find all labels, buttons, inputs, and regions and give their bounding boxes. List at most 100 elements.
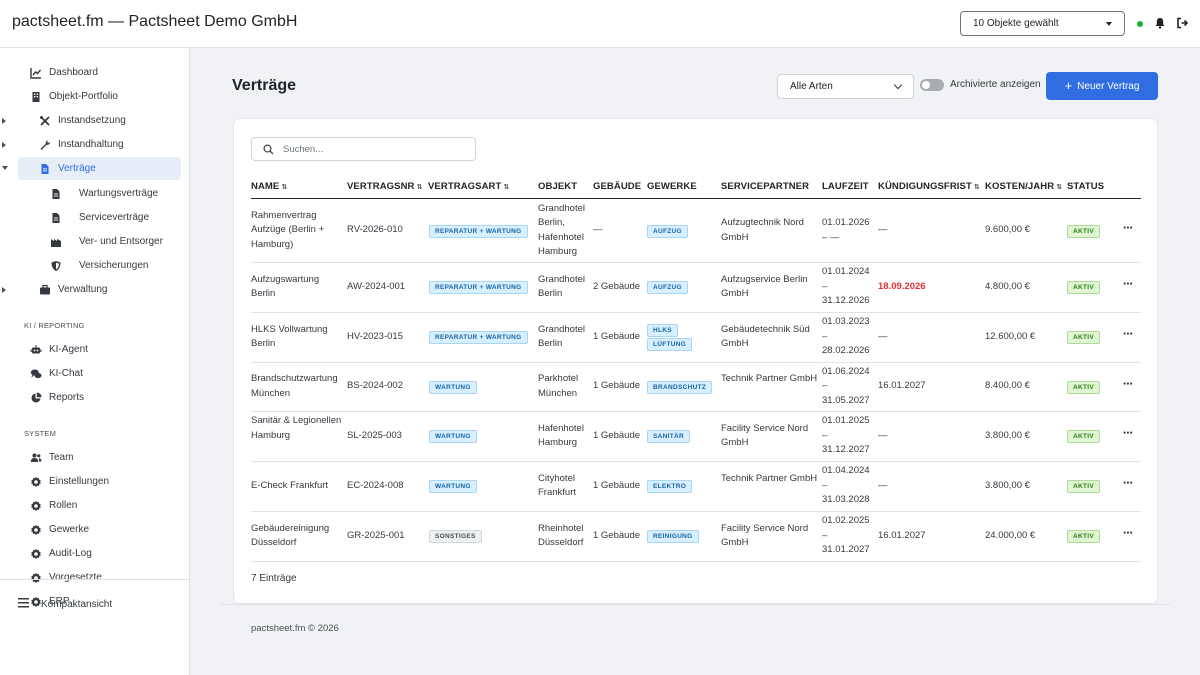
wrench-icon [40,139,51,150]
sidebar-item-label: Gewerke [49,524,90,535]
sidebar-item-rollen[interactable]: Rollen [18,494,181,517]
cell-laufzeit: 01.02.2025 – 31.01.2027 [822,515,870,556]
column-header: LAUFZEIT [822,181,869,192]
online-status-icon [1137,21,1143,27]
cell-laufzeit: 01.06.2024 – 31.05.2027 [822,365,870,406]
sidebar-item-vorgesetzte[interactable]: Vorgesetzte [18,566,181,589]
column-header-label: LAUFZEIT [822,181,869,192]
new-contract-button[interactable]: + Neuer Vertrag [1046,72,1158,100]
cell-objekt: Grandhotel Berlin [538,323,586,350]
chevron-right-icon[interactable] [2,118,6,124]
sidebar-item-label: Instandhaltung [58,139,124,150]
chevron-down-icon[interactable] [2,166,8,170]
row-actions-icon[interactable]: ⋯ [1123,222,1133,234]
shield-icon [51,260,61,271]
contracts-card [233,118,1158,604]
cell-name: HLKS Vollwartung Berlin [251,323,328,350]
sidebar-item-serviceverträge[interactable]: Serviceverträge [18,206,181,229]
column-header[interactable]: NAME ⇅ [251,181,287,192]
sidebar-item-verträge[interactable]: Verträge [18,157,181,180]
sidebar-item-versicherungen[interactable]: Versicherungen [18,254,181,277]
trade-badge: AUFZUG [647,224,688,238]
row-actions-icon[interactable]: ⋯ [1123,478,1133,489]
gear-icon [31,596,41,607]
cell-kosten: 24.000,00 € [985,529,1036,541]
column-header[interactable]: VERTRAGSNR ⇅ [347,181,422,192]
sidebar [0,48,190,675]
sidebar-item-erp[interactable]: ERP [18,590,181,613]
row-actions-icon[interactable]: ⋯ [1123,329,1133,340]
compact-view-toggle[interactable]: Kompaktansicht [18,597,168,613]
caret-down-icon [1106,22,1112,26]
row-actions-icon[interactable]: ⋯ [1123,528,1133,539]
sidebar-item-team[interactable]: Team [18,446,181,469]
sidebar-item-ki-agent[interactable]: KI-Agent [18,338,181,361]
column-header[interactable]: VERTRAGSART ⇅ [428,181,509,192]
sort-icon: ⇅ [416,184,423,191]
search-icon [263,144,274,155]
search-field[interactable]: Suchen... [251,137,476,161]
sidebar-item-label: Objekt-Portfolio [49,91,118,102]
sidebar-item-label: Serviceverträge [79,212,150,223]
column-header-label: GEBÄUDE [593,181,642,192]
sidebar-item-instandhaltung[interactable]: Instandhaltung [18,133,181,156]
row-divider [251,461,1141,462]
sidebar-item-gewerke[interactable]: Gewerke [18,518,181,541]
status-badge: AKTIV [1067,480,1100,493]
object-selector[interactable]: 10 Objekte gewählt [960,11,1125,36]
row-actions-icon[interactable]: ⋯ [1123,279,1133,290]
logout-icon[interactable] [1176,17,1189,29]
row-actions-icon[interactable]: ⋯ [1123,378,1133,390]
file-icon [52,212,60,223]
chevron-down-icon [893,80,903,90]
sidebar-item-wartungsverträge[interactable]: Wartungsverträge [18,182,181,205]
column-header: GEWERKE [647,181,697,192]
sidebar-item-objekt-portfolio[interactable]: Objekt-Portfolio [18,85,181,108]
sidebar-item-label: Dashboard [49,67,98,78]
cell-partner: Technik Partner GmbH [721,373,818,384]
column-header-label: OBJEKT [538,181,578,192]
trade-badge: LÜFTUNG [647,338,693,352]
column-header-label: KOSTEN/JAHR [985,181,1055,192]
cell-kosten: 12.600,00 € [985,330,1036,342]
toggle-knob [922,81,930,89]
contract-type-badge: SONSTIGES [429,530,482,543]
row-actions-icon[interactable]: ⋯ [1123,428,1133,439]
status-badge: AKTIV [1067,281,1100,294]
sidebar-item-einstellungen[interactable]: Einstellungen [18,470,181,493]
sidebar-item-instandsetzung[interactable]: Instandsetzung [18,109,181,132]
chevron-right-icon[interactable] [2,287,6,293]
sidebar-item-label: ERP [49,596,70,607]
contract-type-value: Alle Arten [790,81,833,92]
search-input: Suchen... [283,144,324,155]
cell-nr: BS-2024-002 [347,380,403,392]
sidebar-item-ki-chat[interactable]: KI-Chat [18,362,181,385]
status-badge: AKTIV [1067,380,1100,394]
archived-toggle[interactable] [920,79,944,91]
column-header-label: NAME [251,181,280,192]
sidebar-item-audit-log[interactable]: Audit-Log [18,542,181,565]
sidebar-item-ver-und-entsorger[interactable]: Ver- und Entsorger [18,230,181,253]
contract-type-select[interactable]: Alle Arten [777,74,914,99]
sidebar-item-label: Verträge [58,163,96,174]
row-divider [251,561,1141,562]
sidebar-item-reports[interactable]: Reports [18,386,181,409]
trade-badge: SANITÄR [647,430,690,443]
sidebar-item-label: KI-Chat [49,368,83,379]
briefcase-icon [40,284,50,294]
cell-partner: Facility Service Nord GmbH [721,522,809,549]
column-header: SERVICEPARTNER [721,181,809,192]
sidebar-item-verwaltung[interactable]: Verwaltung [18,278,181,301]
column-header[interactable]: KOSTEN/JAHR ⇅ [985,181,1062,192]
cell-kosten: 9.600,00 € [985,224,1030,236]
column-header[interactable]: KÜNDIGUNGSFRIST ⇅ [878,181,980,192]
gear-icon [31,500,41,511]
column-header-label: SERVICEPARTNER [721,181,810,192]
cell-nr: GR-2025-001 [347,529,405,541]
cell-frist: — [878,330,888,342]
page-title: Verträge [232,77,297,94]
sidebar-item-dashboard[interactable]: Dashboard [18,61,181,84]
chevron-right-icon[interactable] [2,142,6,148]
row-divider [251,312,1141,313]
bell-icon[interactable] [1154,17,1166,29]
